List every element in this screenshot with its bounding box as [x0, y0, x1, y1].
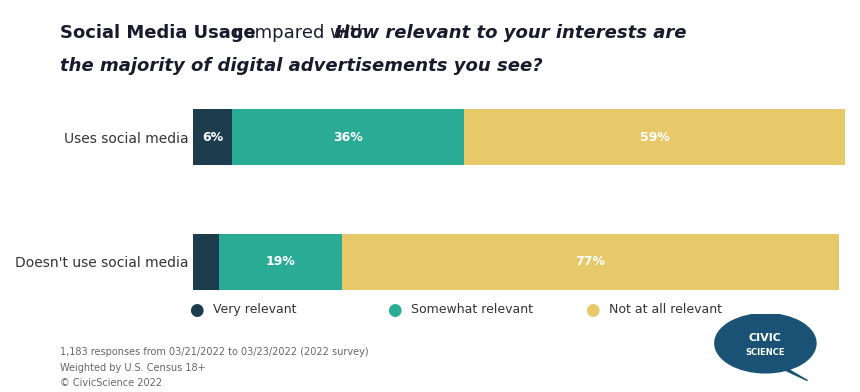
Text: ●: ● [387, 301, 402, 319]
Text: Weighted by U.S. Census 18+: Weighted by U.S. Census 18+ [60, 363, 206, 373]
Text: 36%: 36% [334, 131, 363, 143]
Bar [219, 234, 341, 290]
Text: How relevant to your interests are: How relevant to your interests are [335, 24, 687, 42]
Text: the majority of digital advertisements you see?: the majority of digital advertisements y… [60, 57, 543, 75]
Text: SCIENCE: SCIENCE [746, 348, 785, 357]
Circle shape [715, 314, 816, 373]
Bar [194, 109, 232, 165]
Text: Social Media Usage: Social Media Usage [60, 24, 256, 42]
Text: 19%: 19% [266, 256, 295, 269]
Text: ●: ● [585, 301, 599, 319]
Text: 77%: 77% [575, 256, 605, 269]
Text: 59%: 59% [640, 131, 670, 143]
Bar [464, 109, 845, 165]
Text: Not at all relevant: Not at all relevant [609, 303, 722, 316]
Text: Somewhat relevant: Somewhat relevant [411, 303, 533, 316]
Text: 1,183 responses from 03/21/2022 to 03/23/2022 (2022 survey): 1,183 responses from 03/21/2022 to 03/23… [60, 347, 369, 357]
Text: Very relevant: Very relevant [213, 303, 297, 316]
Text: 6%: 6% [202, 131, 224, 143]
Text: ●: ● [189, 301, 204, 319]
Bar [341, 234, 838, 290]
Bar [194, 234, 219, 290]
Bar [232, 109, 464, 165]
Text: © CivicScience 2022: © CivicScience 2022 [60, 378, 163, 388]
Text: CIVIC: CIVIC [749, 333, 782, 343]
Text: compared with: compared with [228, 24, 374, 42]
Polygon shape [777, 367, 808, 381]
